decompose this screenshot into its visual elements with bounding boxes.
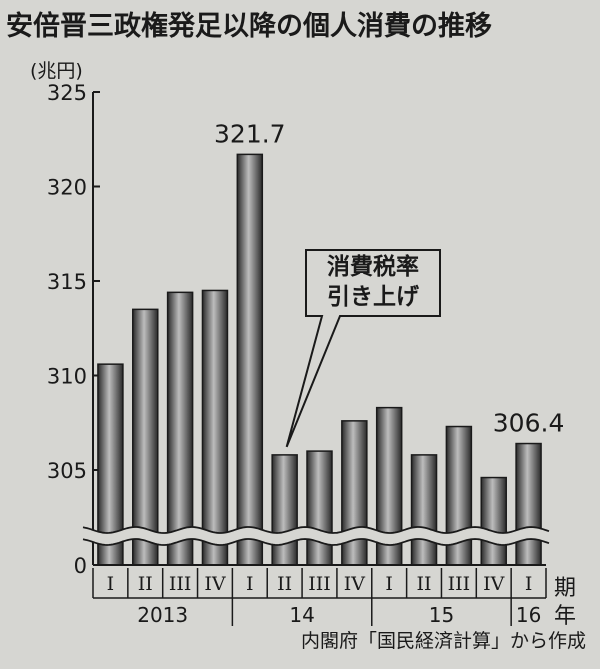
bar-4 xyxy=(236,153,264,566)
y-tick-label-320: 320 xyxy=(47,176,87,200)
y-tick-label-325: 325 xyxy=(47,81,87,105)
bar-12 xyxy=(515,442,542,566)
quarter-label-7: IV xyxy=(344,573,366,595)
source-note: 内閣府「国民経済計算」から作成 xyxy=(300,630,586,652)
quarter-label-8: I xyxy=(385,573,393,595)
quarter-label-12: I xyxy=(525,573,533,595)
chart-title: 安倍晋三政権発足以降の個人消費の推移 xyxy=(6,11,492,42)
data-label-4: 321.7 xyxy=(214,119,286,148)
bar-11 xyxy=(480,476,507,566)
quarter-label-11: IV xyxy=(483,573,505,595)
tax-hike-annotation: 消費税率 引き上げ xyxy=(308,252,438,312)
year-suffix-label: 年 xyxy=(554,604,577,629)
quarter-label-3: IV xyxy=(204,573,226,595)
year-label-2013: 2013 xyxy=(137,603,188,627)
year-label-16: 16 xyxy=(516,603,541,627)
quarter-label-9: II xyxy=(417,573,432,595)
bar-3 xyxy=(201,289,229,566)
quarter-label-0: I xyxy=(107,573,115,595)
y-tick-label-305: 305 xyxy=(47,459,87,483)
quarter-label-6: III xyxy=(308,573,331,595)
quarter-label-2: III xyxy=(169,573,192,595)
quarter-label-4: I xyxy=(246,573,254,595)
quarter-label-5: II xyxy=(277,573,292,595)
y-axis-unit-label: (兆円) xyxy=(30,60,83,82)
quarter-suffix-label: 期 xyxy=(554,576,577,601)
annotation-line-2: 引き上げ xyxy=(327,284,419,310)
axis-break-band xyxy=(83,527,549,545)
y-tick-label-0: 0 xyxy=(74,554,87,578)
year-label-15: 15 xyxy=(429,603,454,627)
axis-break-line-top xyxy=(82,526,550,534)
bar-2 xyxy=(166,291,194,566)
bar-6 xyxy=(306,450,333,566)
y-tick-label-315: 315 xyxy=(47,270,87,294)
y-tick-label-310: 310 xyxy=(47,365,87,389)
axis-break-line-bottom xyxy=(82,538,550,546)
year-label-14: 14 xyxy=(289,603,314,627)
data-label-12: 306.4 xyxy=(493,409,565,438)
annotation-callout-box xyxy=(285,249,441,448)
quarter-label-10: III xyxy=(448,573,471,595)
annotation-line-1: 消費税率 xyxy=(327,254,419,280)
bar-5 xyxy=(271,454,298,566)
quarter-label-1: II xyxy=(138,573,153,595)
bar-9 xyxy=(410,454,438,566)
